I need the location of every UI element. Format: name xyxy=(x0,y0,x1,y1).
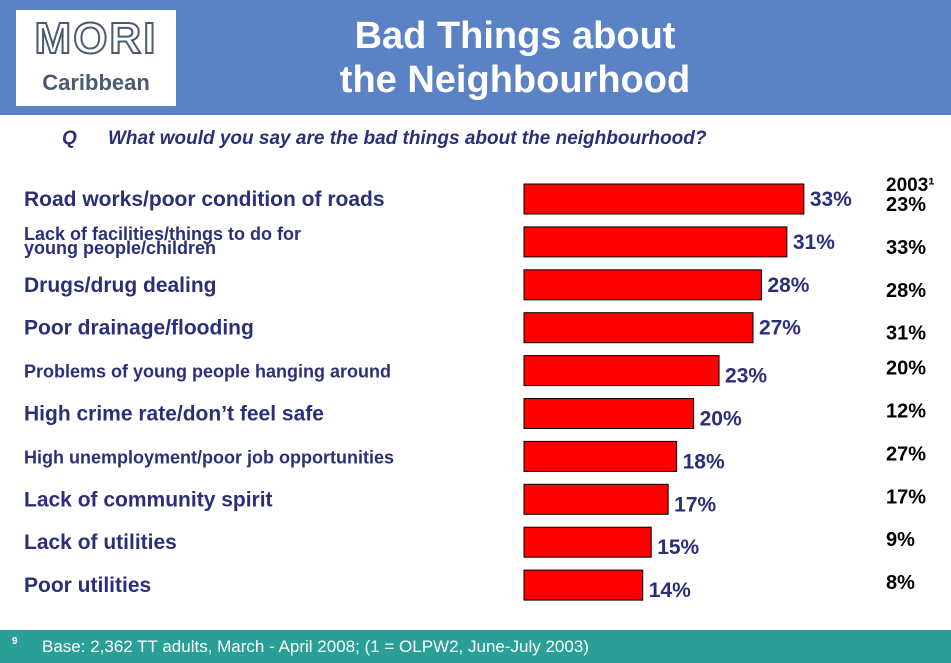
value-2003-7: 27% xyxy=(886,443,926,465)
value-2003-1: 23% xyxy=(886,194,926,216)
value-label-2: 31% xyxy=(793,231,835,254)
bar-2 xyxy=(523,226,788,258)
logo-wordmark: MORI xyxy=(34,13,158,64)
question-line: Q What would you say are the bad things a… xyxy=(62,128,932,150)
slide-title: Bad Things about the Neighbourhood xyxy=(300,14,730,102)
question-marker: Q xyxy=(62,128,77,149)
value-label-8: 17% xyxy=(674,493,716,516)
value-2003-4: 31% xyxy=(886,323,926,345)
footer-base-note: Base: 2,362 TT adults, March - April 200… xyxy=(42,637,589,656)
value-label-1: 33% xyxy=(810,188,852,211)
value-2003-10: 8% xyxy=(886,572,915,594)
value-label-3: 28% xyxy=(767,274,809,297)
value-label-4: 27% xyxy=(759,317,801,340)
value-2003-6: 12% xyxy=(886,401,926,423)
title-line-1: Bad Things about xyxy=(354,15,676,57)
category-label-6: High crime rate/don’t feel safe xyxy=(24,403,324,426)
bar-3 xyxy=(523,269,762,301)
bar-1 xyxy=(523,183,805,215)
category-label-5: Problems of young people hanging around xyxy=(24,362,391,382)
bar-6 xyxy=(523,398,695,429)
category-label-3: Drugs/drug dealing xyxy=(24,274,217,297)
question-text: What would you say are the bad things ab… xyxy=(108,128,707,149)
logo-subtitle: Caribbean xyxy=(42,70,150,95)
title-line-2: the Neighbourhood xyxy=(339,59,691,101)
bar-10 xyxy=(523,569,644,601)
value-label-6: 20% xyxy=(700,408,742,431)
value-label-7: 18% xyxy=(683,450,725,473)
value-2003-9: 9% xyxy=(886,529,915,551)
bar-8 xyxy=(523,483,669,515)
value-2003-5: 20% xyxy=(886,358,926,380)
value-label-5: 23% xyxy=(725,365,767,388)
value-label-10: 14% xyxy=(649,579,691,602)
page-number: 9 xyxy=(12,636,18,647)
header-banner: MORI Caribbean Bad Things about the Neig… xyxy=(0,0,951,115)
bar-5 xyxy=(523,355,720,387)
category-label-10: Poor utilities xyxy=(24,574,151,597)
bar-chart: Top 10 mentions2003¹Road works/poor cond… xyxy=(24,175,935,602)
category-label-9: Lack of utilities xyxy=(24,531,177,554)
bar-9 xyxy=(523,526,652,558)
category-label-8: Lack of community spirit xyxy=(24,488,273,511)
comparison-header: 2003¹ xyxy=(886,175,935,196)
value-2003-2: 33% xyxy=(886,237,926,259)
footer-bar: 9 Base: 2,362 TT adults, March - April 2… xyxy=(0,630,951,663)
value-label-9: 15% xyxy=(657,536,699,559)
category-label-2-line-2: young people/children xyxy=(24,238,216,258)
mori-logo: MORI Caribbean xyxy=(16,10,176,106)
category-label-1: Road works/poor condition of roads xyxy=(24,188,385,211)
value-2003-8: 17% xyxy=(886,486,926,508)
category-label-4: Poor drainage/flooding xyxy=(24,317,254,340)
bar-7 xyxy=(523,440,678,472)
bar-4 xyxy=(523,312,754,344)
category-label-7: High unemployment/poor job opportunities xyxy=(24,447,394,467)
value-2003-3: 28% xyxy=(886,280,926,302)
category-label-2-line-1: Lack of facilities/things to do for xyxy=(24,224,301,244)
